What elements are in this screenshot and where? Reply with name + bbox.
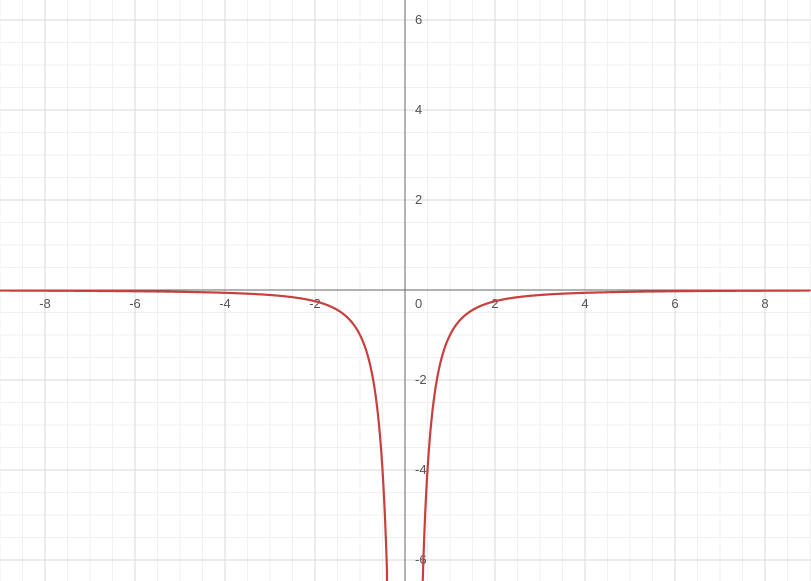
y-tick-label: -2	[415, 372, 427, 387]
x-tick-label: 6	[671, 296, 678, 311]
y-tick-label: 4	[415, 102, 422, 117]
graph-plot[interactable]: -8 -6 -4 -2 2 4 6 8 6 4 2 -2 -4 -6 0	[0, 0, 811, 581]
x-tick-label: -8	[39, 296, 51, 311]
origin-label: 0	[415, 296, 422, 311]
chart-svg: -8 -6 -4 -2 2 4 6 8 6 4 2 -2 -4 -6 0	[0, 0, 811, 581]
x-tick-label: -6	[129, 296, 141, 311]
y-tick-label: 2	[415, 192, 422, 207]
x-tick-label: -2	[309, 296, 321, 311]
y-tick-label: -6	[415, 552, 427, 567]
x-tick-label: 2	[491, 296, 498, 311]
x-tick-label: 8	[761, 296, 768, 311]
y-tick-label: 6	[415, 12, 422, 27]
x-tick-label: -4	[219, 296, 231, 311]
y-tick-label: -4	[415, 462, 427, 477]
x-tick-label: 4	[581, 296, 588, 311]
